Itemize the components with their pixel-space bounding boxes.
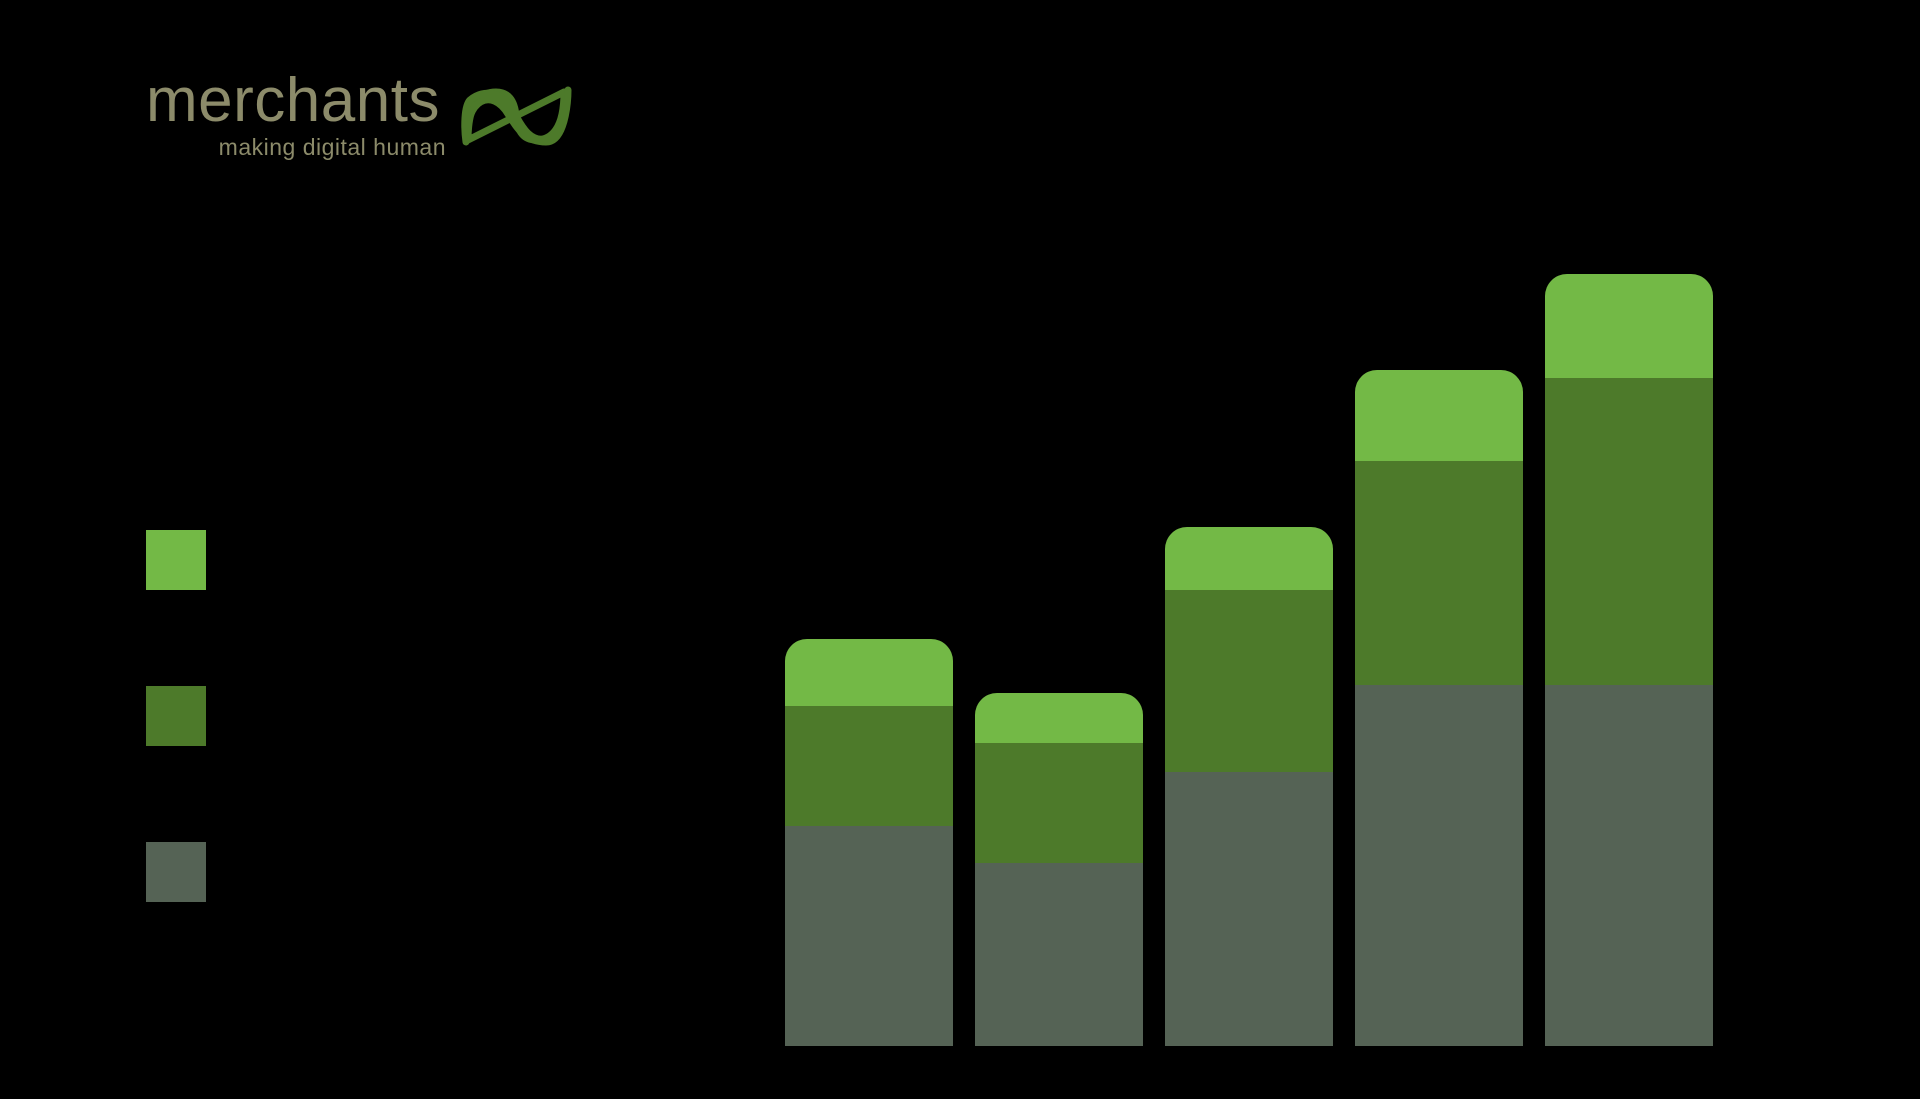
bar-segment [1165,527,1333,589]
bar-segment [1165,590,1333,773]
bar [1545,274,1713,1046]
bar [975,693,1143,1046]
bar [1355,370,1523,1046]
bar-segment [1355,370,1523,461]
bar-segment [975,863,1143,1046]
legend-swatch [146,842,206,902]
brand-tagline: making digital human [146,134,446,161]
canvas: merchants making digital human [0,0,1920,1099]
bar-segment [1545,274,1713,378]
legend [146,530,206,902]
bar-segment [785,826,953,1046]
bar-segment [785,639,953,705]
bar-segment [975,743,1143,863]
bar-segment [785,706,953,826]
bar-segment [1355,685,1523,1046]
brand-wordmark: merchants [146,70,446,132]
bar-segment [975,693,1143,743]
legend-swatch [146,530,206,590]
stacked-bar-chart [785,216,1715,1046]
legend-swatch [146,686,206,746]
bar-segment [1355,461,1523,685]
infinity-mark-icon [456,80,576,152]
bar-segment [1545,378,1713,685]
brand-logo: merchants making digital human [146,70,446,161]
bar-segment [1545,685,1713,1046]
bar [785,639,953,1046]
bar [1165,527,1333,1046]
bar-segment [1165,772,1333,1046]
